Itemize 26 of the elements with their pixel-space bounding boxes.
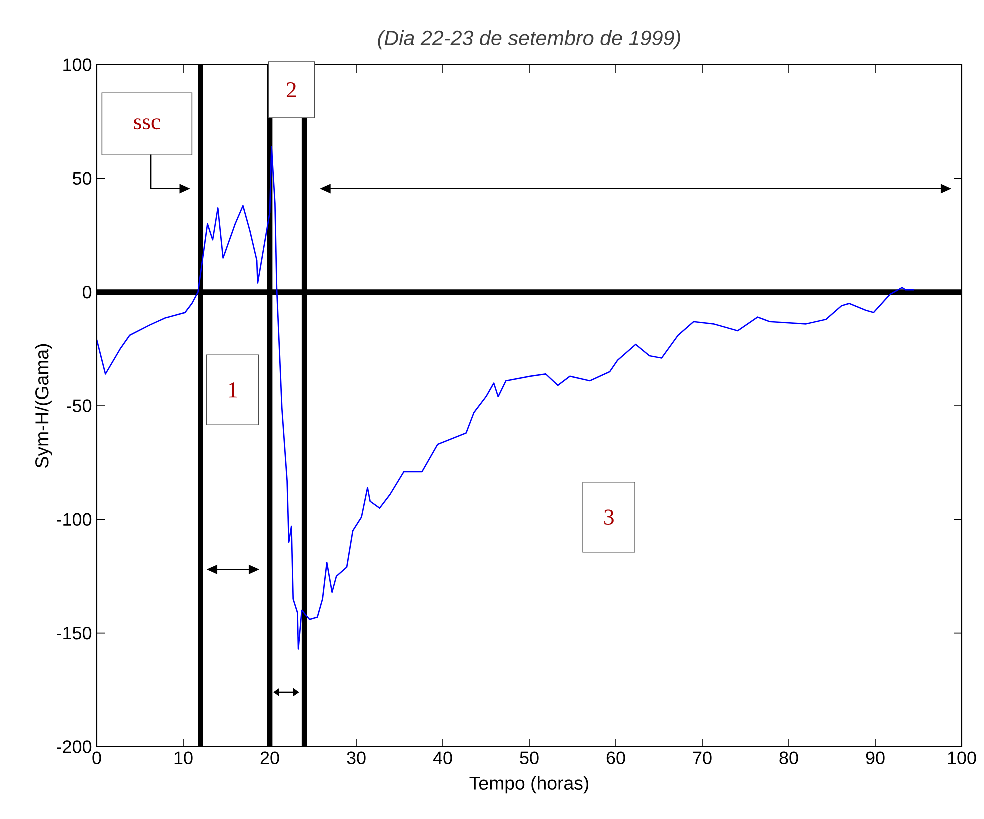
y-tick-label: -150 [57, 626, 92, 640]
chart-title: (Dia 22-23 de setembro de 1999) [378, 30, 680, 50]
x-tick-label: 20 [260, 752, 280, 764]
x-tick-label: 30 [347, 752, 366, 764]
y-tick-label: -100 [57, 513, 92, 526]
annotation: ssc [134, 118, 160, 130]
x-tick-label: 80 [780, 752, 798, 764]
y-tick-label: 50 [72, 172, 92, 186]
line-series [97, 146, 916, 650]
x-tick-label: 90 [866, 752, 885, 764]
x-tick-label: 0 [92, 752, 102, 764]
x-tick-label: 40 [433, 752, 452, 764]
y-axis-title: Sym-H/(Gama) [35, 344, 52, 468]
x-tick-label: 70 [693, 752, 712, 764]
annotation: 1 [229, 382, 238, 398]
annotation: 2 [286, 82, 296, 98]
x-tick-label: 50 [520, 752, 539, 764]
x-axis-title: Tempo (horas) [470, 776, 589, 794]
x-tick-label: 60 [606, 752, 626, 764]
y-tick-label: -50 [67, 400, 92, 412]
y-tick-label: 0 [82, 286, 92, 299]
x-tick-label: 100 [948, 752, 976, 764]
y-tick-label: 100 [64, 58, 92, 72]
annotation: 3 [604, 510, 614, 526]
y-tick-label: -200 [57, 740, 92, 754]
x-tick-label: 10 [174, 752, 193, 764]
